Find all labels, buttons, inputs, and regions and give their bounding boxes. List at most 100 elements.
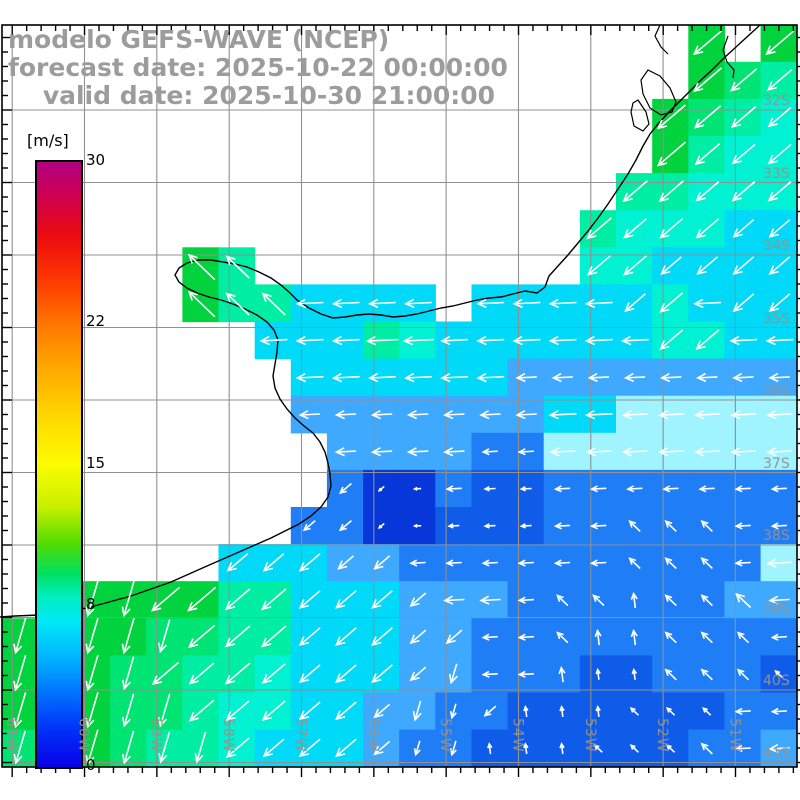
wind-direction-arrow [409, 592, 427, 607]
wind-direction-arrow [335, 590, 357, 609]
wind-direction-arrow [298, 627, 321, 646]
wind-direction-arrow [623, 255, 648, 276]
forecast-date-label: forecast date: 2025-10-22 00:00:00 [8, 53, 508, 82]
wind-direction-arrow [589, 485, 607, 493]
wind-direction-arrow [589, 559, 607, 567]
wind-direction-arrow [445, 485, 462, 493]
wind-direction-arrow [225, 292, 250, 316]
wind-direction-arrow [476, 372, 505, 383]
wind-direction-arrow [298, 738, 321, 758]
wind-direction-arrow [629, 744, 639, 753]
wind-direction-arrow [335, 738, 357, 758]
wind-direction-arrow [694, 410, 720, 420]
wind-direction-arrow [371, 627, 393, 646]
wind-direction-arrow [768, 372, 790, 383]
wind-direction-arrow [736, 631, 750, 644]
wind-direction-arrow [695, 180, 720, 202]
wind-direction-arrow [736, 668, 750, 681]
wind-direction-arrow [765, 335, 794, 346]
wind-direction-arrow [631, 667, 638, 680]
colorbar-tick-label: 15 [86, 453, 106, 472]
wind-direction-arrow [85, 580, 99, 618]
wind-direction-arrow [338, 482, 352, 495]
wind-direction-arrow [734, 559, 751, 567]
wind-direction-arrow [194, 731, 207, 764]
wind-direction-arrow [370, 410, 393, 420]
title-block: modelo GEFS-WAVE (NCEP) forecast date: 20… [8, 26, 508, 110]
wind-direction-arrow [592, 594, 605, 607]
wind-direction-arrow [188, 662, 215, 685]
latitude-label: 33S [763, 165, 790, 182]
wind-direction-arrow [553, 522, 571, 530]
wind-direction-arrow [481, 633, 498, 641]
wind-direction-arrow [225, 737, 250, 759]
wind-direction-arrow [517, 596, 535, 604]
wind-direction-arrow [700, 594, 713, 607]
wind-direction-arrow [334, 447, 357, 457]
wind-direction-arrow [700, 668, 713, 681]
wind-direction-arrow [770, 485, 787, 493]
longitude-label: 56W [364, 718, 381, 753]
wind-direction-arrow [481, 670, 498, 678]
wind-direction-arrow [402, 335, 434, 346]
wind-direction-arrow [730, 447, 757, 457]
wind-direction-arrow [261, 700, 286, 721]
wind-direction-arrow [766, 410, 793, 420]
wind-direction-arrow [700, 557, 713, 570]
wind-direction-arrow [517, 633, 535, 641]
colorbar-tick-label: 30 [86, 151, 106, 169]
wind-direction-arrow [481, 448, 498, 456]
wind-direction-arrow [515, 372, 537, 383]
wind-direction-arrow [337, 555, 355, 570]
wind-direction-arrow [476, 335, 505, 346]
wind-direction-arrow [732, 293, 755, 313]
wind-direction-arrow [517, 448, 535, 456]
longitude-label: 53W [581, 718, 598, 753]
wind-direction-arrow [487, 742, 493, 755]
wind-direction-arrow [731, 143, 756, 165]
wind-direction-arrow [476, 298, 505, 309]
wind-direction-arrow [295, 335, 324, 346]
wind-direction-arrow [732, 256, 755, 275]
wind-direction-arrow [623, 372, 646, 383]
wind-direction-arrow [187, 586, 217, 612]
wind-direction-arrow [558, 666, 566, 683]
wind-direction-arrow [774, 669, 784, 679]
wind-direction-arrow [373, 740, 391, 756]
wind-direction-arrow [259, 335, 288, 346]
wind-direction-arrow [13, 730, 26, 765]
wind-direction-arrow [298, 410, 320, 420]
wind-direction-arrow [665, 706, 676, 716]
wind-direction-arrow [298, 664, 321, 684]
wind-direction-arrow [664, 594, 677, 607]
wind-direction-arrow [483, 486, 496, 492]
wind-direction-arrow [766, 558, 793, 568]
wind-direction-arrow [659, 292, 684, 313]
wind-direction-arrow [85, 692, 99, 729]
wind-direction-arrow [658, 447, 684, 457]
wind-direction-arrow [367, 298, 396, 309]
wind-direction-arrow [523, 705, 529, 718]
wind-direction-arrow [768, 293, 791, 313]
wind-direction-arrow [158, 693, 171, 728]
colorbar-tick-label: 22 [86, 312, 106, 331]
wind-direction-arrow [483, 523, 496, 529]
wind-direction-arrow [765, 30, 795, 56]
wind-direction-arrow [553, 559, 571, 567]
wind-direction-arrow [335, 664, 357, 684]
model-title: modelo GEFS-WAVE (NCEP) [8, 25, 390, 54]
wind-direction-arrow [700, 520, 713, 532]
wind-direction-arrow [625, 485, 643, 493]
wind-direction-arrow [409, 559, 426, 567]
wind-direction-arrow [593, 744, 603, 753]
wind-direction-arrow [517, 670, 535, 678]
wind-direction-arrow [188, 624, 216, 649]
wind-direction-arrow [121, 580, 135, 618]
wind-direction-arrow [409, 629, 427, 645]
wind-direction-arrow [483, 705, 497, 717]
wind-direction-arrow [553, 485, 571, 493]
wind-direction-arrow [85, 655, 99, 692]
wind-direction-arrow [158, 731, 171, 764]
longitude-label: 51W [726, 718, 743, 753]
wind-direction-arrow [623, 218, 648, 239]
